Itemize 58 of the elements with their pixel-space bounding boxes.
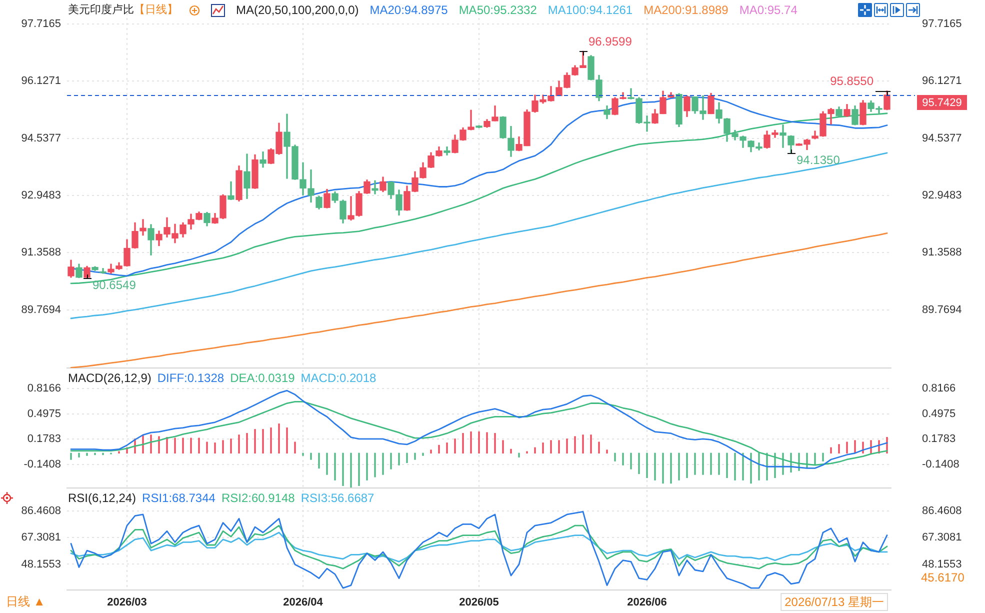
y-tick-label: 94.5377	[21, 132, 61, 144]
candlestick	[228, 181, 234, 200]
y-tick-label: 97.7165	[21, 18, 61, 30]
candlestick	[780, 124, 786, 148]
y2-tick-label: 48.1553	[922, 558, 962, 570]
text: DIFF:0.1328	[157, 371, 224, 385]
y-tick-label: 86.4608	[21, 505, 61, 518]
y2-tick-label: 91.3588	[922, 246, 962, 259]
candlestick	[372, 180, 378, 194]
annotation: 90.6549	[92, 278, 136, 292]
y2-tick-label: 86.4608	[922, 505, 962, 518]
y-tick-label: 0.8166	[27, 382, 61, 395]
text: RSI3:56.6687	[300, 491, 374, 505]
y2-tick-label: 97.7165	[922, 18, 962, 30]
chart-subtitle: 【日线】	[134, 3, 178, 17]
annotation: MACD:0.2018	[300, 371, 376, 385]
candlestick	[260, 152, 266, 168]
series-label: RSI1:68.7344	[142, 491, 216, 505]
y-tick-label: 89.7694	[21, 304, 61, 316]
y-tick-label: -0.1408	[24, 458, 61, 470]
text: MA20:94.8975	[370, 3, 448, 17]
y2-tick-label: 92.9483	[922, 189, 962, 202]
legend-title: MA(20,50,100,200,0,0)	[236, 3, 359, 17]
y-tick-label: 48.1553	[21, 558, 61, 570]
y2-tick-label: 0.1783	[922, 433, 956, 446]
text: MA50:95.2332	[458, 3, 537, 17]
x-tick-label: 2026/05	[459, 596, 499, 609]
text: 日线 ▲	[6, 594, 46, 608]
y-tick-label: 0.1783	[27, 433, 61, 446]
text: MA100:94.1261	[548, 3, 633, 17]
y2-tick-label: 94.5377	[922, 132, 962, 144]
y-tick-label: 67.3081	[21, 532, 61, 544]
x-tick-label: 2026/06	[627, 596, 667, 609]
annotation: 95.8550	[830, 74, 874, 88]
y2-tick-label: -0.1408	[922, 458, 960, 470]
annotation: 96.9599	[588, 34, 632, 48]
y2-tick-label: 0.8166	[922, 382, 956, 395]
text: 45.6170	[921, 570, 965, 584]
series-label: DEA:0.0319	[230, 371, 295, 385]
y2-tick-label: 67.3081	[922, 532, 962, 544]
y2-tick-label: 89.7694	[922, 304, 962, 316]
y-tick-label: 92.9483	[21, 189, 61, 202]
annotation: 94.1350	[796, 153, 840, 168]
chart-title: MACD(26,12,9)	[68, 371, 152, 385]
y-tick-label: 0.4975	[27, 408, 61, 420]
y-tick-label: 96.1271	[21, 75, 61, 88]
chart-title: 美元印度卢比	[68, 3, 134, 17]
annotation: MA0:95.74	[739, 3, 798, 17]
y2-tick-label: 96.1271	[922, 75, 962, 88]
text: RSI2:60.9148	[221, 491, 295, 505]
x-tick-label: 2026/03	[107, 596, 147, 609]
chart-title: RSI(6,12,24)	[68, 491, 136, 505]
x-tick-label: 2026/04	[283, 596, 324, 609]
text: 2026/07/13 星期一	[784, 594, 884, 609]
y-tick-label: 91.3588	[21, 246, 61, 259]
y2-tick-label: 0.4975	[922, 408, 956, 420]
text: MA200:91.8989	[644, 3, 728, 17]
ref-line-label: 95.7429	[922, 97, 962, 110]
